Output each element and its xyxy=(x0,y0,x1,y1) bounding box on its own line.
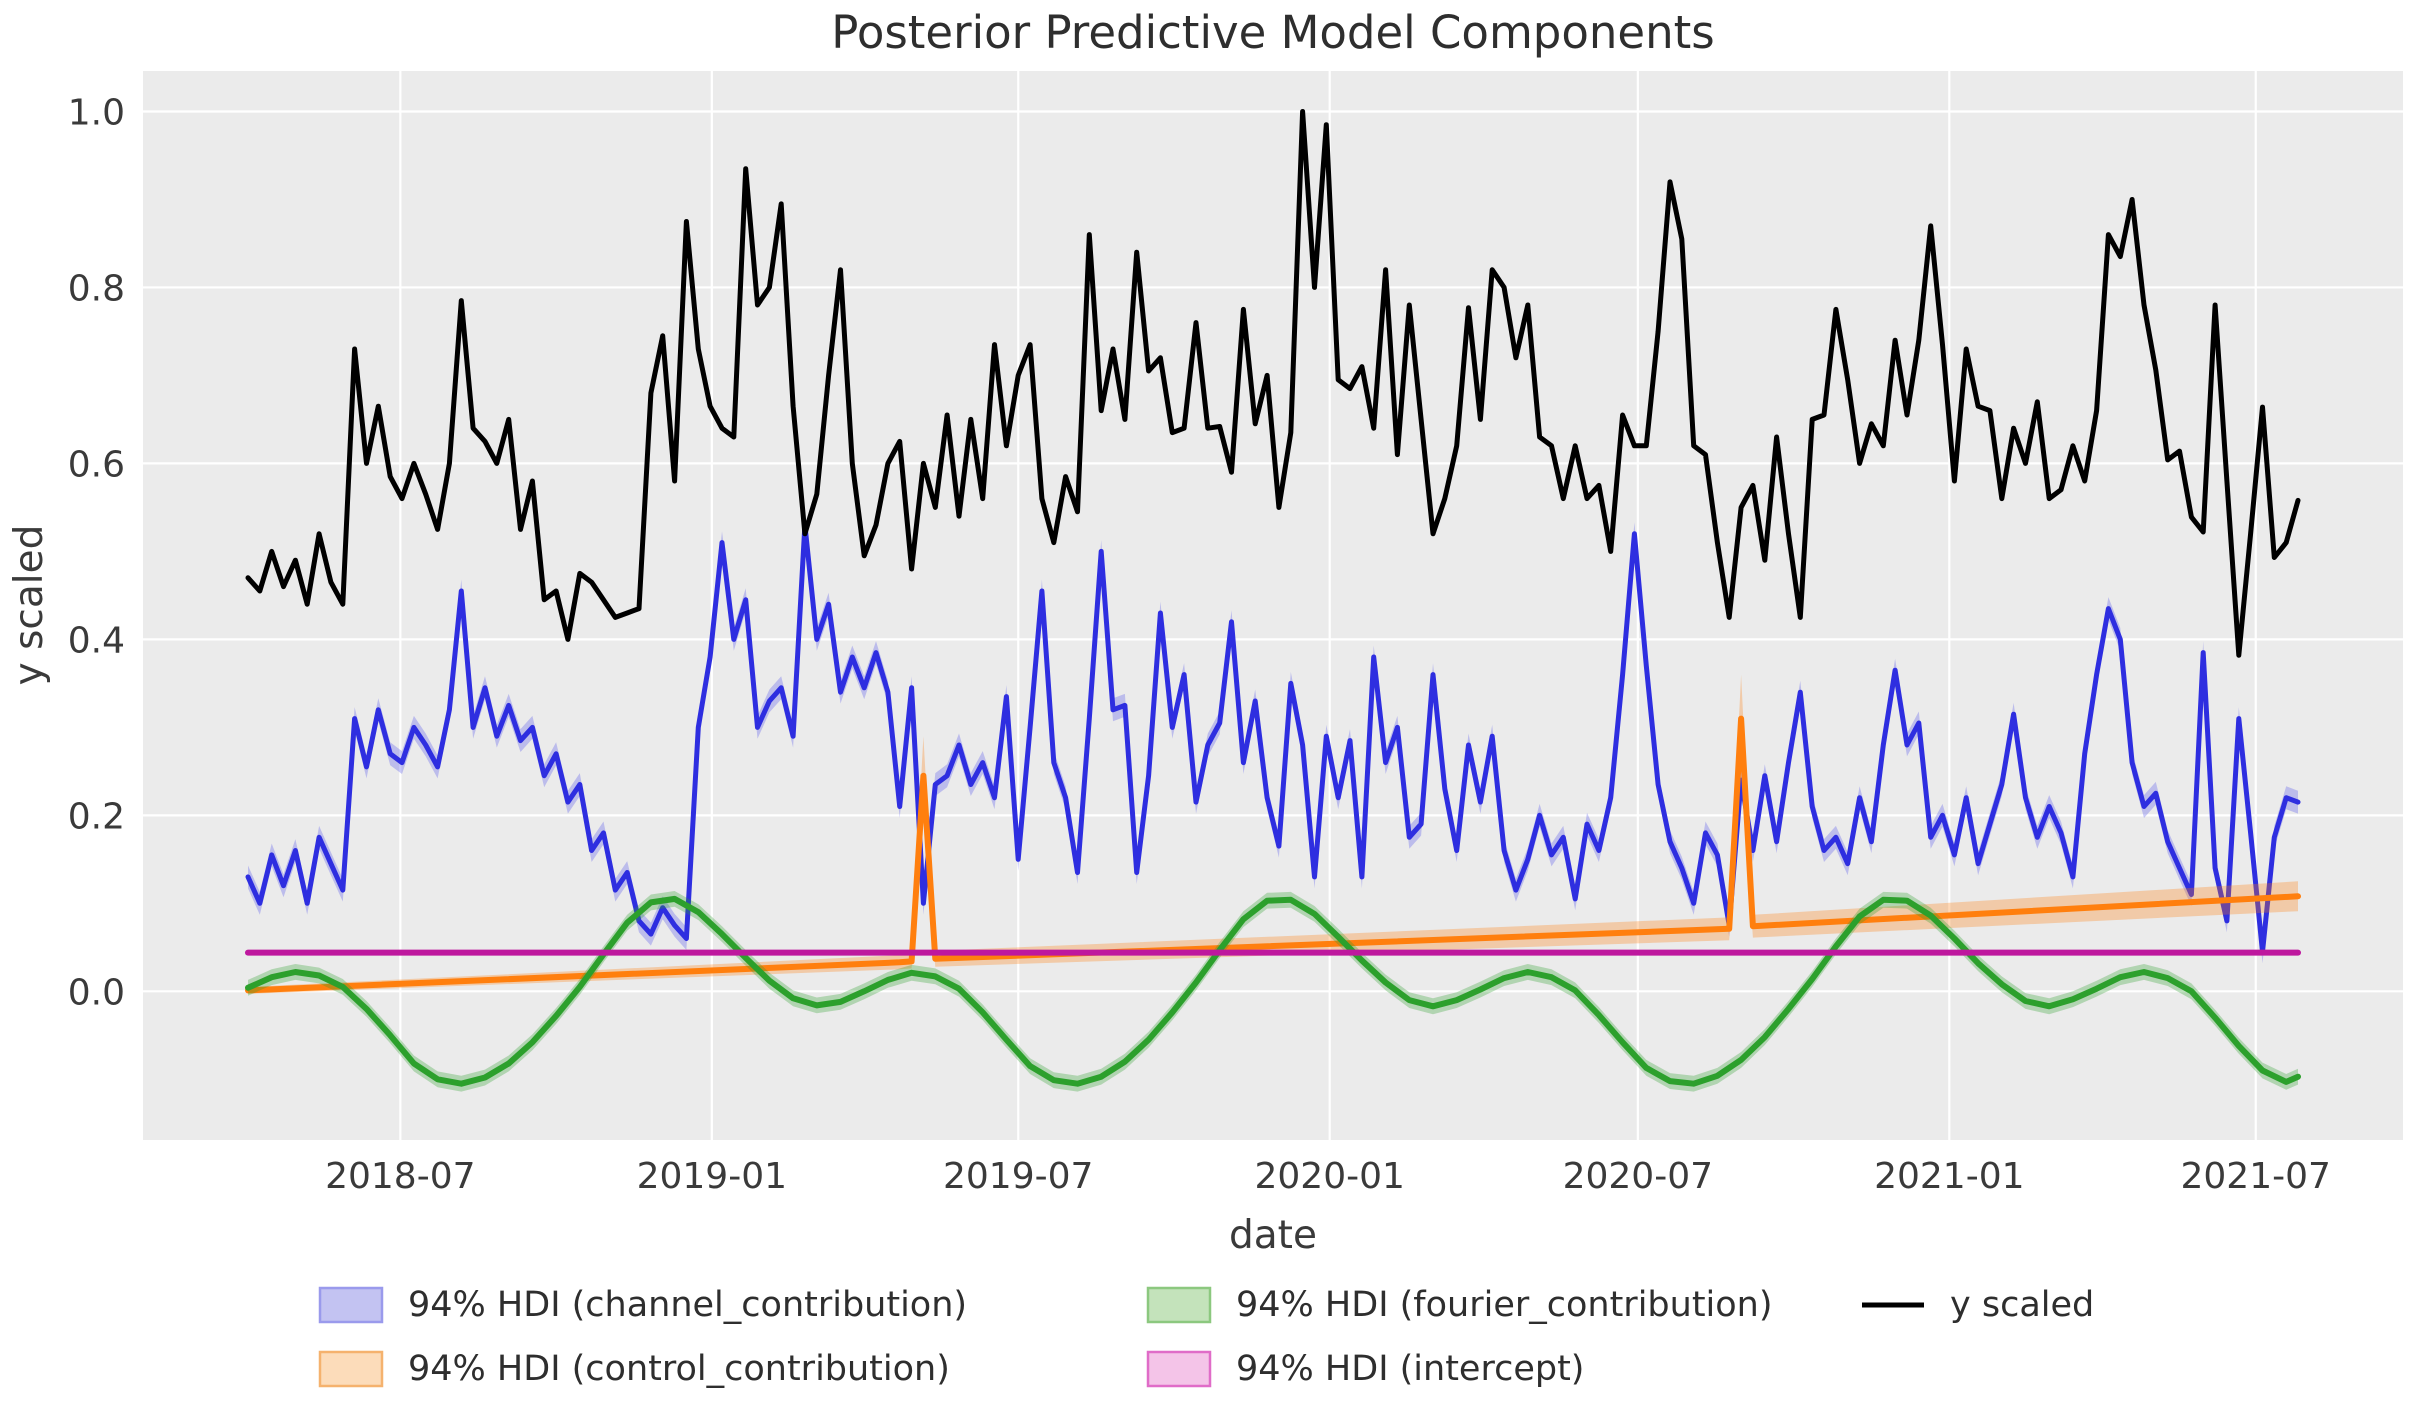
legend-swatch-1 xyxy=(318,1286,384,1324)
y-tick-label: 0.6 xyxy=(68,444,125,485)
plot-background xyxy=(143,71,2403,1140)
legend-item: 94% HDI (intercept) xyxy=(1146,1349,1584,1389)
y-scaled-line xyxy=(245,109,2301,658)
legend-label: 94% HDI (channel_contribution) xyxy=(408,1285,967,1325)
x-tick-label: 2018-07 xyxy=(325,1156,475,1197)
y-tick-label: 0.2 xyxy=(68,796,125,837)
legend-item: 94% HDI (channel_contribution) xyxy=(318,1285,967,1325)
chart-title: Posterior Predictive Model Components xyxy=(831,6,1714,59)
tick-labels: 0.0 0.2 0.4 0.6 0.8 1.0 2018-07 2019-01 2019-07 2… xyxy=(68,92,2331,1197)
legend-label: 94% HDI (intercept) xyxy=(1236,1349,1584,1389)
legend-item: 94% HDI (control_contribution) xyxy=(318,1349,950,1389)
x-tick-label: 2020-07 xyxy=(1563,1156,1713,1197)
legend: 94% HDI (channel_contribution) 94% HDI (c… xyxy=(318,1285,2094,1389)
legend-label: y scaled xyxy=(1950,1285,2094,1325)
y-tick-label: 0.8 xyxy=(68,268,125,309)
x-axis-label: date xyxy=(1229,1213,1317,1258)
x-tick-label: 2020-01 xyxy=(1255,1156,1405,1197)
control-contribution-line xyxy=(245,715,2301,994)
y-axis-label: y scaled xyxy=(7,525,52,686)
channel-contribution-line xyxy=(245,522,2301,955)
y-tick-label: 0.4 xyxy=(68,620,125,661)
legend-label: 94% HDI (control_contribution) xyxy=(408,1349,950,1389)
legend-swatch-2 xyxy=(318,1350,384,1388)
legend-label: 94% HDI (fourier_contribution) xyxy=(1236,1285,1773,1325)
y-tick-label: 0.0 xyxy=(68,972,125,1013)
x-tick-label: 2021-07 xyxy=(2181,1156,2331,1197)
control-contribution-band xyxy=(248,674,2298,994)
legend-swatch-3 xyxy=(1146,1286,1212,1324)
legend-item: y scaled xyxy=(1862,1285,2094,1325)
legend-swatch-4 xyxy=(1146,1350,1212,1388)
x-tick-label: 2019-01 xyxy=(637,1156,787,1197)
x-tick-label: 2019-07 xyxy=(943,1156,1093,1197)
y-tick-label: 1.0 xyxy=(68,92,125,133)
x-tick-label: 2021-01 xyxy=(1874,1156,2024,1197)
series-layer xyxy=(245,109,2301,1092)
legend-item: 94% HDI (fourier_contribution) xyxy=(1146,1285,1773,1325)
